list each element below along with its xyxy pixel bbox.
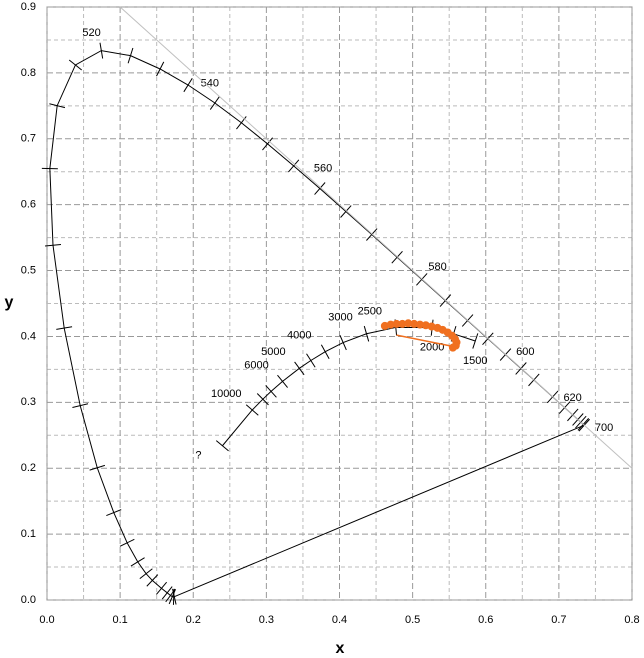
- locus-tick: [156, 61, 165, 77]
- locus-tick: [340, 205, 352, 218]
- locus-tick: [44, 244, 62, 247]
- locus-tick: [119, 538, 135, 547]
- locus-tick: [56, 326, 73, 330]
- point-label: 580: [428, 261, 446, 273]
- locus-tick: [127, 47, 134, 64]
- locus-tick: [49, 103, 66, 109]
- x-tick-label: 0.4: [332, 614, 347, 626]
- locus-tick: [265, 385, 277, 398]
- series-line: [49, 50, 585, 598]
- locus-tick: [472, 333, 479, 349]
- locus-tick: [130, 557, 145, 567]
- locus-tick: [89, 464, 106, 471]
- y-axis-title: y: [5, 294, 14, 311]
- locus-tick: [256, 393, 269, 406]
- point-label: 620: [563, 392, 581, 404]
- point-label: 10000: [211, 388, 242, 400]
- point-label: 700: [595, 422, 613, 434]
- locus-tick: [183, 77, 193, 93]
- x-tick-label: 0.0: [39, 614, 54, 626]
- locus-tick: [245, 404, 259, 416]
- locus-tick: [363, 325, 370, 342]
- y-tick-label: 0.6: [21, 199, 36, 211]
- x-tick-label: 0.6: [478, 614, 493, 626]
- point-label: 4000: [287, 330, 311, 342]
- y-tick-label: 0.8: [21, 67, 36, 79]
- locus-tick: [209, 96, 220, 110]
- locus-tick: [165, 588, 176, 603]
- locus-tick: [146, 574, 159, 587]
- y-tick-label: 0.4: [21, 330, 36, 342]
- locus-tick: [366, 228, 378, 241]
- point-label: 520: [82, 27, 100, 39]
- y-tick-label: 0.9: [21, 1, 36, 13]
- locus-tick: [168, 589, 176, 605]
- locus-tick: [161, 586, 173, 600]
- locus-tick: [277, 374, 288, 388]
- locus-tick: [314, 182, 326, 195]
- series-line: [119, 6, 633, 469]
- locus-tick: [339, 335, 347, 351]
- y-tick-label: 0.5: [21, 264, 36, 276]
- series-line: [396, 334, 453, 348]
- locus-tick: [294, 361, 305, 376]
- locus-tick: [262, 137, 274, 151]
- closing-line: [174, 424, 585, 598]
- point-label: 3000: [328, 312, 352, 324]
- y-tick-label: 0.0: [21, 594, 36, 606]
- locus-tick: [320, 344, 330, 359]
- point-label: 2500: [358, 305, 382, 317]
- locus-tick: [139, 568, 153, 580]
- locus-tick: [68, 59, 82, 71]
- locus-tick: [106, 509, 122, 516]
- x-tick-label: 0.2: [186, 614, 201, 626]
- point-label: 1500: [463, 355, 487, 367]
- point-label: 600: [516, 346, 534, 358]
- point-label: 560: [314, 163, 332, 175]
- x-tick-label: 0.7: [551, 614, 566, 626]
- locus-tick: [99, 42, 104, 59]
- x-tick-label: 0.5: [405, 614, 420, 626]
- point-label: 2000: [420, 342, 444, 354]
- x-axis-title: x: [336, 640, 345, 657]
- locus-tick: [288, 159, 300, 173]
- y-tick-label: 0.2: [21, 462, 36, 474]
- x-tick-label: 0.1: [112, 614, 127, 626]
- point-label: 540: [201, 78, 219, 90]
- x-tick-label: 0.8: [624, 614, 639, 626]
- locus-tick: [236, 116, 247, 130]
- locus-tick: [72, 403, 89, 408]
- y-tick-label: 0.7: [21, 133, 36, 145]
- y-tick-label: 0.1: [21, 528, 36, 540]
- locus-tick: [215, 440, 229, 452]
- point-label: 6000: [244, 359, 268, 371]
- point-label: ?: [195, 450, 201, 462]
- locus-tick: [306, 353, 316, 368]
- locus-tick: [156, 581, 168, 595]
- y-tick-label: 0.3: [21, 396, 36, 408]
- x-tick-label: 0.3: [259, 614, 274, 626]
- point-label: 5000: [261, 346, 285, 358]
